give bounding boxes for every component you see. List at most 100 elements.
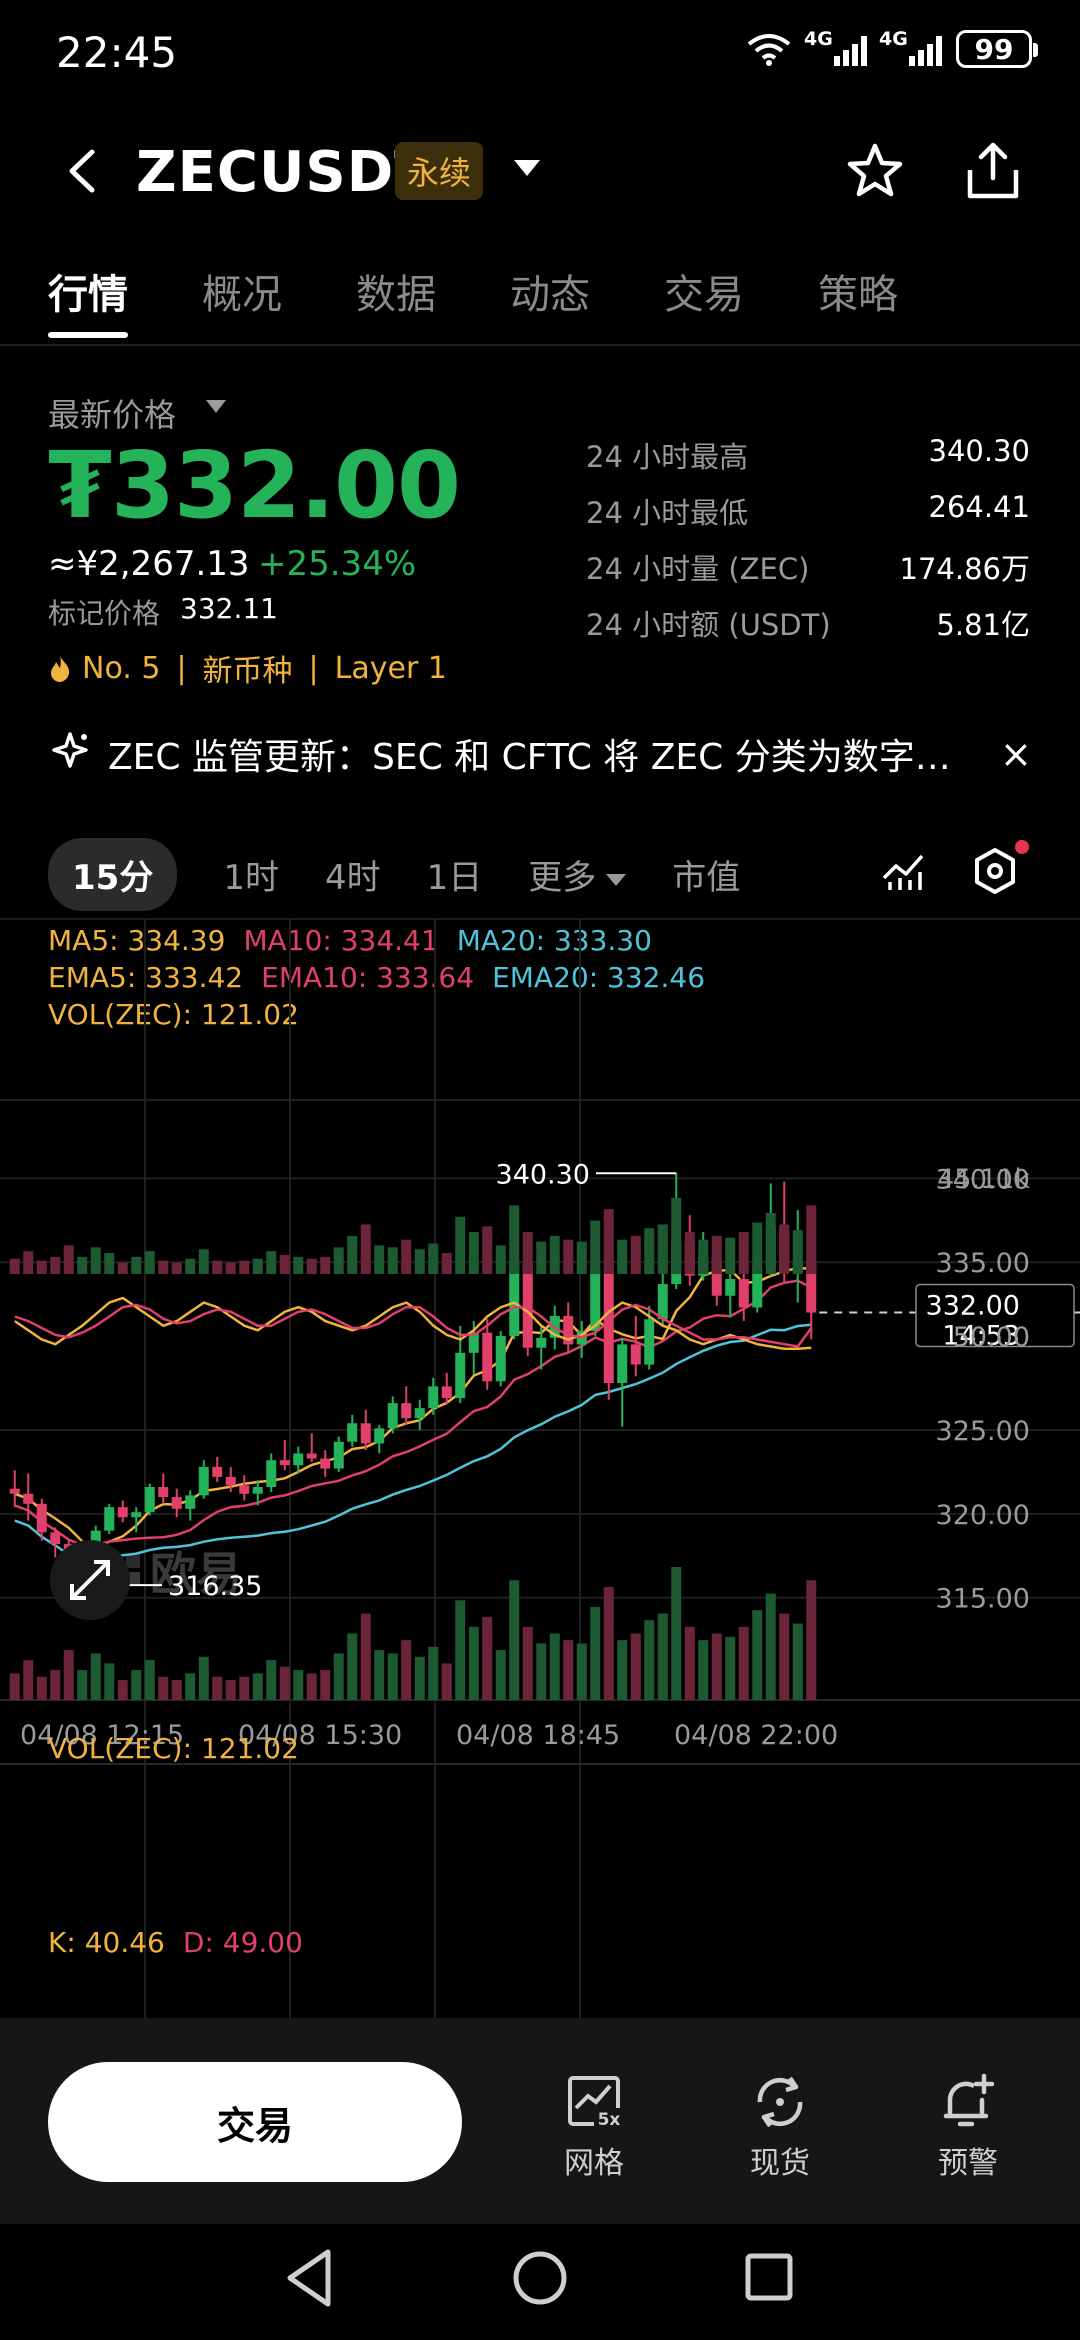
volume-bar bbox=[90, 1653, 101, 1700]
indicator-icon[interactable] bbox=[880, 846, 926, 892]
nav-back-icon[interactable] bbox=[287, 2249, 331, 2307]
volume-panel-bar bbox=[279, 1254, 290, 1274]
volume-bar bbox=[536, 1643, 547, 1700]
volume-bar bbox=[495, 1650, 506, 1700]
volume-panel-bar bbox=[117, 1262, 128, 1274]
chevron-down-icon[interactable] bbox=[206, 400, 226, 413]
tab-overview[interactable]: 概况 bbox=[202, 272, 282, 318]
stat-value: 264.41 bbox=[928, 490, 1030, 524]
new-coin-tag[interactable]: 新币种 bbox=[202, 654, 293, 689]
volume-bar bbox=[779, 1613, 790, 1700]
layer-tag[interactable]: Layer 1 bbox=[334, 650, 447, 686]
spot-button[interactable]: 现货 bbox=[720, 2072, 840, 2182]
volume-bar bbox=[9, 1673, 20, 1700]
tab-trade[interactable]: 交易 bbox=[664, 272, 744, 318]
settings-icon[interactable] bbox=[970, 846, 1020, 896]
tab-bar: 行情 概况 数据 动态 交易 策略 bbox=[48, 262, 972, 338]
volume-panel-bar bbox=[482, 1226, 493, 1274]
alert-button[interactable]: 预警 bbox=[908, 2072, 1028, 2182]
stat-value: 174.86万 bbox=[899, 552, 1030, 586]
candle-body bbox=[9, 1488, 20, 1494]
timeframe-1d[interactable]: 1日 bbox=[426, 858, 483, 898]
candle-body bbox=[225, 1476, 236, 1486]
volume-panel-bar bbox=[185, 1258, 196, 1274]
volume-panel-bar bbox=[657, 1224, 668, 1274]
cny-price: ≈¥2,267.13 bbox=[48, 544, 250, 584]
volume-bar bbox=[482, 1616, 493, 1700]
volume-panel-bar bbox=[50, 1256, 61, 1274]
candle-body bbox=[185, 1495, 196, 1509]
pair-name[interactable]: ZECUSDT bbox=[136, 140, 434, 205]
candle-body bbox=[441, 1386, 452, 1399]
candle-body bbox=[252, 1487, 263, 1494]
volume-panel-bar bbox=[711, 1235, 722, 1274]
volume-bar bbox=[387, 1653, 398, 1700]
x-tick-label: 04/08 15:30 bbox=[238, 1720, 402, 1751]
volume-bar bbox=[23, 1660, 34, 1700]
timeframe-more[interactable]: 更多 bbox=[528, 838, 627, 911]
volume-panel-bar bbox=[428, 1243, 439, 1274]
expand-icon bbox=[70, 1560, 110, 1600]
volume-bar bbox=[441, 1663, 452, 1700]
chevron-down-icon[interactable] bbox=[514, 160, 540, 176]
timeframe-15m[interactable]: 15分 bbox=[48, 838, 178, 911]
volume-bar bbox=[158, 1676, 169, 1700]
notification-dot bbox=[1015, 840, 1029, 854]
candle-body bbox=[347, 1423, 358, 1442]
volume-bar bbox=[144, 1660, 155, 1700]
candle-body bbox=[50, 1532, 61, 1545]
tab-activity[interactable]: 动态 bbox=[510, 272, 590, 318]
timeframe-1h[interactable]: 1时 bbox=[223, 858, 279, 898]
volume-panel-bar bbox=[77, 1256, 88, 1274]
back-arrow-icon[interactable] bbox=[62, 146, 102, 196]
grid-button[interactable]: 5x 网格 bbox=[534, 2072, 654, 2182]
stat-row-high: 24 小时最高 340.30 bbox=[586, 434, 1030, 490]
volume-panel-bar bbox=[293, 1256, 304, 1274]
volume-panel-bar bbox=[225, 1262, 236, 1274]
stat-label: 24 小时量 (ZEC) bbox=[586, 552, 810, 586]
status-icons: 4G 4G 99 bbox=[746, 28, 1038, 68]
latest-price-label[interactable]: 最新价格 bbox=[48, 396, 177, 434]
news-banner-text[interactable]: ZEC 监管更新：SEC 和 CFTC 将 ZEC 分类为数字商.. bbox=[108, 737, 968, 778]
volume-panel-bar bbox=[104, 1253, 115, 1274]
stat-value: 340.30 bbox=[928, 434, 1030, 468]
volume-panel-bar bbox=[806, 1205, 817, 1274]
market-cap-toggle[interactable]: 市值 bbox=[672, 858, 741, 898]
star-icon[interactable] bbox=[844, 140, 906, 202]
divider bbox=[0, 344, 1080, 346]
stat-value: 5.81亿 bbox=[936, 608, 1030, 642]
vol-legend: VOL(ZEC): 121.02 bbox=[48, 998, 299, 1031]
close-icon[interactable]: × bbox=[1000, 732, 1032, 776]
volume-panel-bar bbox=[158, 1260, 169, 1274]
tab-data[interactable]: 数据 bbox=[356, 272, 436, 318]
battery-icon: 99 bbox=[956, 30, 1038, 68]
candle-body bbox=[266, 1460, 277, 1488]
signal-icon: 4G bbox=[804, 28, 867, 66]
volume-panel-bar bbox=[792, 1230, 803, 1274]
trade-button[interactable]: 交易 bbox=[48, 2062, 462, 2182]
timeframe-4h[interactable]: 4时 bbox=[324, 858, 381, 898]
share-icon[interactable] bbox=[962, 140, 1024, 202]
candle-body bbox=[374, 1428, 385, 1444]
tab-market[interactable]: 行情 bbox=[48, 262, 128, 338]
nav-home-icon[interactable] bbox=[513, 2251, 567, 2305]
volume-bar bbox=[738, 1626, 749, 1700]
volume-panel-bar bbox=[198, 1249, 209, 1274]
x-tick-label: 04/08 18:45 bbox=[456, 1720, 620, 1751]
candle-body bbox=[752, 1268, 763, 1308]
nav-recents-icon[interactable] bbox=[745, 2253, 793, 2301]
sparkle-icon bbox=[52, 732, 88, 768]
candle-body bbox=[536, 1337, 547, 1348]
candle-body bbox=[644, 1319, 655, 1365]
candlestick-chart[interactable]: 340.00 335.00 325.00 320.00 315.00 欧易 340.30 31… bbox=[0, 918, 1080, 2018]
candle-body bbox=[131, 1512, 142, 1518]
volume-bar bbox=[725, 1636, 736, 1700]
rank-tag[interactable]: No. 5 bbox=[82, 650, 161, 686]
current-price-label: 332.00 bbox=[926, 1291, 1020, 1322]
candle-body bbox=[725, 1278, 736, 1296]
volume-bar bbox=[185, 1673, 196, 1700]
x-tick-label: 04/08 22:00 bbox=[674, 1720, 838, 1751]
volume-bar bbox=[590, 1606, 601, 1700]
high-marker-label: 340.30 bbox=[496, 1159, 590, 1190]
tab-strategy[interactable]: 策略 bbox=[818, 272, 898, 318]
